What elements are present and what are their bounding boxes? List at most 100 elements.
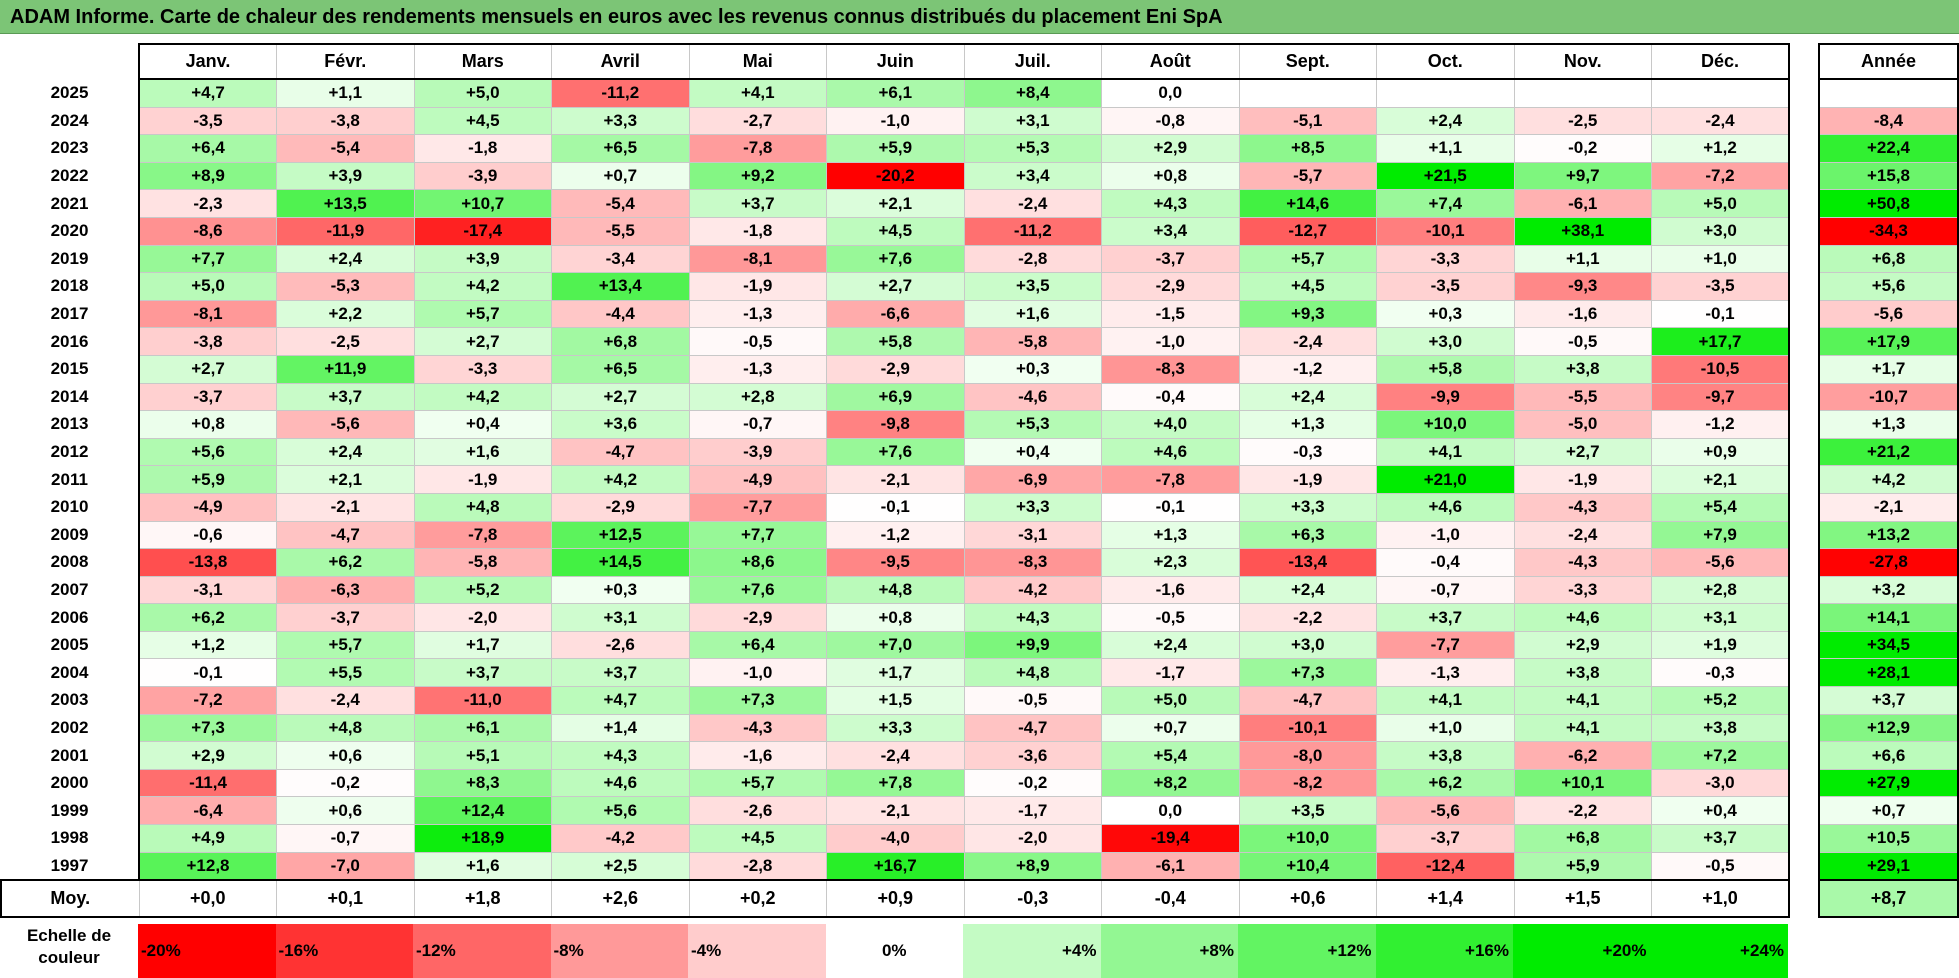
heatmap-cell: +0,8 bbox=[826, 603, 965, 632]
heatmap-cell: -1,0 bbox=[1101, 327, 1240, 356]
average-cell: +0,0 bbox=[138, 879, 277, 919]
heatmap-cell: +5,3 bbox=[963, 134, 1102, 163]
heatmap-cell: +7,7 bbox=[688, 520, 827, 550]
heatmap-cell: +4,1 bbox=[1376, 686, 1515, 715]
heatmap-cell: -11,0 bbox=[413, 686, 552, 715]
heatmap-cell: +5,8 bbox=[826, 327, 965, 356]
month-header: Juil. bbox=[963, 43, 1102, 80]
heatmap-row: 2004 -0,1 +5,5 +3,7 +3,7 -1,0 +1,7 +4,8 -1,7 +7,3… bbox=[1, 658, 1790, 688]
heatmap-cell: +1,1 bbox=[1376, 134, 1515, 163]
heatmap-cell: +2,4 bbox=[1238, 382, 1377, 412]
annual-cell: +0,7 bbox=[1818, 796, 1959, 825]
heatmap-cell: +1,7 bbox=[413, 630, 552, 660]
heatmap-cell: +4,3 bbox=[1101, 189, 1240, 218]
average-cell: +0,1 bbox=[276, 879, 415, 919]
heatmap-cell: +5,5 bbox=[276, 658, 415, 688]
heatmap-row: 2010 -4,9 -2,1 +4,8 -2,9 -7,7 -0,1 +3,3 -0,1 +3,3… bbox=[1, 492, 1790, 522]
heatmap-cell: +7,2 bbox=[1651, 741, 1790, 770]
heatmap-cell: +3,7 bbox=[551, 658, 690, 688]
heatmap-cell: +4,5 bbox=[688, 824, 827, 853]
heatmap-cell: -2,4 bbox=[1513, 520, 1652, 550]
heatmap-cell: -1,2 bbox=[1238, 354, 1377, 384]
annual-cell: +27,9 bbox=[1818, 768, 1959, 797]
heatmap-cell: -5,8 bbox=[963, 327, 1102, 356]
heatmap-cell: -5,3 bbox=[276, 272, 415, 301]
annual-cell: +29,1 bbox=[1818, 851, 1959, 881]
heatmap-cell: +3,8 bbox=[1513, 658, 1652, 688]
heatmap-cell: -0,2 bbox=[1513, 134, 1652, 163]
heatmap-cell: -11,4 bbox=[138, 768, 277, 798]
average-row: Moy. +0,0 +0,1 +1,8 +2,6 +0,2 +0,9 -0,3 -0,4 +0,6… bbox=[0, 879, 1790, 919]
annual-header: Année bbox=[1818, 43, 1959, 80]
heatmap-cell: -3,3 bbox=[1376, 244, 1515, 274]
year-label: 2020 bbox=[50, 221, 89, 241]
year-label: 2023 bbox=[50, 138, 89, 158]
annual-cell: +13,2 bbox=[1818, 520, 1959, 549]
heatmap-cell: +3,7 bbox=[276, 382, 415, 412]
year-label: 2016 bbox=[50, 331, 89, 351]
heatmap-cell: -2,7 bbox=[688, 106, 827, 136]
annual-row: +12,9 bbox=[1818, 713, 1959, 742]
heatmap-cell: -1,7 bbox=[1101, 658, 1240, 688]
heatmap-cell: -1,9 bbox=[413, 465, 552, 494]
heatmap-cell: -3,5 bbox=[1651, 272, 1790, 301]
heatmap-row: 2002 +7,3 +4,8 +6,1 +1,4 -4,3 +3,3 -4,7 +0,7 -10,… bbox=[1, 713, 1790, 743]
heatmap-row: 1998 +4,9 -0,7 +18,9 -4,2 +4,5 -4,0 -2,0 -19,4 +1… bbox=[1, 824, 1790, 853]
year-label: 2003 bbox=[50, 690, 89, 710]
heatmap-cell: -5,6 bbox=[1376, 796, 1515, 826]
heatmap-cell: +5,4 bbox=[1101, 741, 1240, 770]
heatmap-cell: +10,1 bbox=[1513, 768, 1652, 798]
heatmap-cell: +0,3 bbox=[551, 575, 690, 605]
annual-row: -8,4 bbox=[1818, 106, 1959, 135]
heatmap-cell: -5,7 bbox=[1238, 161, 1377, 191]
heatmap-cell: +2,7 bbox=[551, 382, 690, 412]
heatmap-cell: -4,7 bbox=[1238, 686, 1377, 715]
year-label: 2010 bbox=[50, 497, 89, 517]
heatmap-cell: -2,6 bbox=[688, 796, 827, 826]
annual-returns-column: Année -8,4 +22,4 +15,8 +50,8 -34,3 +6,8 +5,6 -5… bbox=[1818, 43, 1959, 919]
heatmap-cell: -9,3 bbox=[1513, 272, 1652, 301]
heatmap-cell: -5,6 bbox=[1651, 548, 1790, 577]
heatmap-cell: -4,3 bbox=[688, 713, 827, 743]
heatmap-cell: +4,0 bbox=[1101, 410, 1240, 439]
heatmap-cell: +3,0 bbox=[1238, 630, 1377, 660]
heatmap-cell: +6,5 bbox=[551, 354, 690, 384]
month-header: Sept. bbox=[1238, 43, 1377, 80]
heatmap-cell: +3,0 bbox=[1651, 216, 1790, 246]
heatmap-cell: +2,5 bbox=[551, 851, 690, 881]
heatmap-cell: -7,7 bbox=[1376, 630, 1515, 660]
heatmap-cell: +12,5 bbox=[551, 520, 690, 550]
heatmap-cell: +6,3 bbox=[1238, 520, 1377, 550]
heatmap-cell: +3,4 bbox=[1101, 216, 1240, 246]
heatmap-cell: -3,7 bbox=[138, 382, 277, 412]
heatmap-cell: -4,7 bbox=[963, 713, 1102, 743]
heatmap-cell: +3,3 bbox=[551, 106, 690, 136]
annual-cell: +10,5 bbox=[1818, 824, 1959, 853]
annual-cell: +17,9 bbox=[1818, 327, 1959, 356]
heatmap-cell: +6,9 bbox=[826, 382, 965, 412]
heatmap-cell: -12,4 bbox=[1376, 851, 1515, 881]
color-scale-swatch: +16% bbox=[1375, 924, 1513, 978]
heatmap-cell: +5,9 bbox=[826, 134, 965, 163]
heatmap-cell: -1,9 bbox=[1513, 465, 1652, 494]
year-label: 2002 bbox=[50, 717, 89, 737]
year-label: 2025 bbox=[50, 83, 89, 103]
heatmap-cell: -1,2 bbox=[1651, 410, 1790, 439]
heatmap-cell: +0,6 bbox=[276, 796, 415, 826]
heatmap-cell: -7,8 bbox=[688, 134, 827, 163]
heatmap-cell: -2,0 bbox=[963, 824, 1102, 853]
heatmap-cell: +10,0 bbox=[1376, 410, 1515, 439]
annual-row: +3,2 bbox=[1818, 575, 1959, 604]
heatmap-cell: -4,3 bbox=[1513, 492, 1652, 522]
heatmap-cell: +4,2 bbox=[413, 382, 552, 412]
heatmap-cell: -8,1 bbox=[688, 244, 827, 274]
heatmap-cell: -2,1 bbox=[826, 465, 965, 494]
heatmap-cell: -0,1 bbox=[1101, 492, 1240, 522]
annual-cell: -27,8 bbox=[1818, 548, 1959, 577]
annual-row: +22,4 bbox=[1818, 134, 1959, 163]
heatmap-cell: -9,7 bbox=[1651, 382, 1790, 412]
heatmap-cell: +7,4 bbox=[1376, 189, 1515, 218]
annual-cell: -5,6 bbox=[1818, 299, 1959, 328]
annual-row: +6,6 bbox=[1818, 741, 1959, 770]
heatmap-cell: -3,3 bbox=[413, 354, 552, 384]
